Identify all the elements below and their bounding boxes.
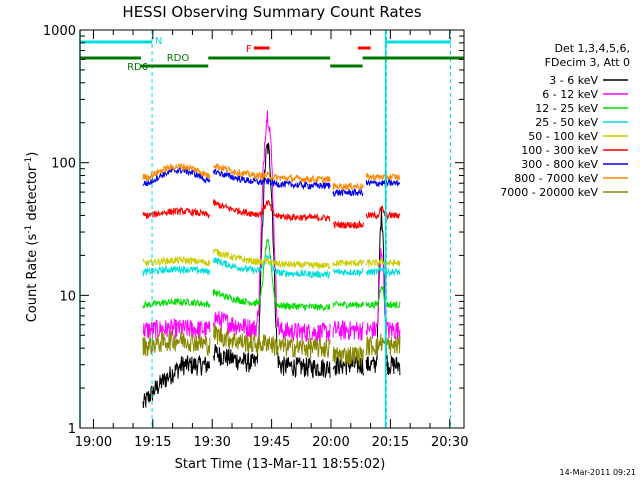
flag-label-rdo: RDO bbox=[167, 53, 190, 64]
series-line-8 bbox=[142, 324, 401, 367]
series-line-6 bbox=[142, 165, 401, 197]
flag-label-n: N bbox=[155, 36, 162, 47]
legend-item-label-3: 25 - 50 keV bbox=[535, 116, 598, 129]
x-tick-label-3: 19:45 bbox=[253, 435, 290, 450]
legend-item-label-0: 3 - 6 keV bbox=[549, 74, 598, 87]
y-tick-label-1: 10 bbox=[59, 289, 76, 304]
y-axis-label: Count Rate (s-1 detector-1) bbox=[24, 152, 40, 323]
legend-item-label-2: 12 - 25 keV bbox=[535, 102, 598, 115]
series-line-4 bbox=[142, 248, 401, 270]
legend-item-label-1: 6 - 12 keV bbox=[542, 88, 598, 101]
plot-frame bbox=[79, 29, 465, 429]
x-tick-label-0: 19:00 bbox=[75, 435, 112, 450]
y-axis-label-end: ) bbox=[25, 152, 40, 157]
series-line-2 bbox=[142, 238, 401, 312]
series-line-1 bbox=[142, 110, 401, 345]
plot-area: N F RDO RD6 1 10 100 1000 19:00 19:15 19:30 19:45 20… bbox=[43, 24, 469, 450]
y-axis-label-main: Count Rate (s bbox=[25, 234, 40, 323]
series-line-3 bbox=[142, 253, 401, 280]
legend-header-line2: FDecim 3, Att 0 bbox=[545, 56, 630, 69]
series-line-0 bbox=[142, 142, 401, 409]
x-axis-label: Start Time (13-Mar-11 18:55:02) bbox=[175, 457, 386, 472]
flag-label-rd6: RD6 bbox=[127, 62, 148, 73]
legend-item-label-5: 100 - 300 keV bbox=[521, 144, 598, 157]
legend-item-label-8: 7000 - 20000 keV bbox=[500, 186, 598, 199]
x-tick-label-5: 20:15 bbox=[372, 435, 409, 450]
legend-item-label-6: 300 - 800 keV bbox=[521, 158, 598, 171]
y-tick-label-3: 1000 bbox=[43, 24, 76, 39]
legend-item-label-7: 800 - 7000 keV bbox=[514, 172, 598, 185]
chart-title: HESSI Observing Summary Count Rates bbox=[122, 3, 421, 21]
series-line-7 bbox=[142, 162, 401, 192]
y-tick-label-2: 100 bbox=[51, 157, 76, 172]
y-tick-label-0: 1 bbox=[68, 422, 76, 437]
footer-timestamp: 14-Mar-2011 09:21 bbox=[560, 468, 637, 477]
y-axis-label-sup2: -1 bbox=[24, 157, 34, 166]
legend-item-label-4: 50 - 100 keV bbox=[528, 130, 598, 143]
x-tick-label-4: 20:00 bbox=[312, 435, 349, 450]
x-tick-label-6: 20:30 bbox=[431, 435, 468, 450]
legend-header-line1: Det 1,3,4,5,6, bbox=[554, 42, 630, 55]
legend: Det 1,3,4,5,6, FDecim 3, Att 0 3 - 6 keV… bbox=[500, 42, 630, 199]
y-axis-label-mid: detector bbox=[25, 165, 40, 225]
series-line-5 bbox=[142, 198, 401, 230]
x-tick-label-1: 19:15 bbox=[134, 435, 171, 450]
flag-label-f: F bbox=[246, 44, 252, 55]
y-axis-label-sup1: -1 bbox=[24, 225, 34, 234]
x-tick-label-2: 19:30 bbox=[193, 435, 230, 450]
